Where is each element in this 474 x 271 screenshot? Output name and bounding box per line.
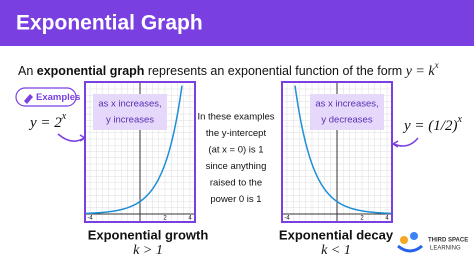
tick-label: 2: [360, 216, 364, 222]
middle-text: since anything: [206, 161, 267, 172]
logo-dot: [400, 236, 408, 244]
formula: y = (1/2): [402, 118, 457, 134]
tick-label: -4: [87, 216, 93, 222]
tick-label: 4: [188, 216, 192, 222]
logo-smile: [397, 244, 423, 253]
intro: An exponential graph represents an expon…: [18, 60, 439, 79]
middle-text: the y-intercept: [206, 128, 267, 139]
curve: [84, 85, 183, 215]
tick-label: -4: [284, 216, 290, 222]
note-box: [93, 94, 167, 130]
logo-dot: [410, 232, 418, 240]
logo-text: LEARNING: [430, 246, 461, 252]
growth-formula: y = 2x: [28, 111, 67, 131]
formula-exp: x: [456, 114, 462, 125]
decay-condition: k < 1: [321, 243, 351, 258]
note-text: as x increases,: [98, 99, 161, 110]
note-text: as x increases,: [315, 99, 378, 110]
intro-bold: exponential graph: [37, 64, 145, 78]
intro-text: represents an exponential function of th…: [144, 64, 405, 78]
header-bar: [0, 0, 474, 46]
tick-label: 2: [163, 216, 167, 222]
logo-text: THIRD SPACE: [428, 238, 468, 244]
graph-border: [84, 81, 196, 223]
formula-exp: x: [434, 60, 439, 70]
examples-label: Examples: [36, 92, 80, 103]
formula: y = k: [404, 64, 436, 79]
examples-pill: [15, 87, 77, 107]
graph-border: [281, 81, 393, 223]
note-text: y decreases: [321, 115, 372, 126]
arrow: [393, 137, 419, 147]
decay-caption: Exponential decay: [279, 227, 394, 242]
middle-text: raised to the: [210, 178, 262, 189]
title: Exponential Graph: [16, 12, 203, 35]
growth-condition: k > 1: [133, 243, 163, 258]
formula-exp: x: [61, 111, 67, 122]
growth-caption: Exponential growth: [88, 227, 209, 242]
tick-label: 4: [385, 216, 389, 222]
formula: y = 2: [28, 115, 62, 131]
middle-text: (at x = 0) is 1: [208, 145, 263, 156]
curve: [294, 85, 393, 215]
middle-text: In these examples: [197, 112, 274, 123]
decay-formula: y = (1/2)x: [402, 114, 462, 134]
note-box: [310, 94, 384, 130]
pencil-icon: [24, 94, 33, 104]
note-text: y increases: [106, 115, 154, 126]
middle-text: power 0 is 1: [210, 194, 261, 205]
intro-text: An: [18, 64, 37, 78]
